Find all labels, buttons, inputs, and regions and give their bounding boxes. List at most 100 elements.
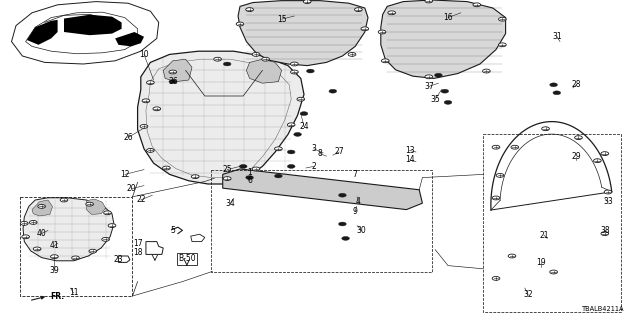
Circle shape — [214, 57, 221, 61]
Circle shape — [29, 220, 37, 224]
Text: 25: 25 — [222, 165, 232, 174]
Circle shape — [435, 73, 442, 77]
Circle shape — [492, 196, 500, 200]
Circle shape — [388, 11, 396, 15]
Text: 33: 33 — [603, 197, 613, 206]
Text: 39: 39 — [49, 266, 60, 275]
Circle shape — [541, 127, 549, 131]
Circle shape — [550, 83, 557, 87]
Circle shape — [425, 75, 433, 79]
Circle shape — [441, 89, 449, 93]
Polygon shape — [27, 20, 58, 45]
Circle shape — [287, 150, 295, 154]
Circle shape — [22, 235, 29, 239]
Circle shape — [550, 270, 557, 274]
Text: 30: 30 — [356, 226, 367, 235]
Bar — [20, 197, 132, 296]
Text: 27: 27 — [334, 148, 344, 156]
Text: 29: 29 — [571, 152, 581, 161]
Text: 38: 38 — [600, 226, 610, 235]
Text: 23: 23 — [113, 255, 124, 264]
Text: 31: 31 — [552, 32, 562, 41]
Circle shape — [239, 164, 247, 168]
Circle shape — [342, 236, 349, 240]
Text: 6: 6 — [247, 176, 252, 185]
Text: 32: 32 — [523, 290, 533, 299]
Circle shape — [108, 224, 116, 228]
Circle shape — [33, 247, 41, 251]
Circle shape — [508, 254, 516, 258]
Text: 9: 9 — [353, 207, 358, 216]
Circle shape — [425, 0, 433, 3]
Circle shape — [297, 97, 305, 101]
Text: 10: 10 — [139, 50, 149, 59]
Circle shape — [499, 43, 506, 47]
Text: FR.: FR. — [50, 292, 64, 301]
Circle shape — [140, 124, 148, 128]
Circle shape — [601, 232, 609, 236]
Polygon shape — [32, 200, 52, 216]
Circle shape — [223, 177, 231, 180]
Circle shape — [303, 0, 311, 4]
Text: 26: 26 — [123, 133, 133, 142]
Circle shape — [287, 123, 295, 127]
Circle shape — [147, 81, 154, 84]
Text: 14: 14 — [404, 156, 415, 164]
Text: 21: 21 — [540, 231, 548, 240]
Circle shape — [307, 69, 314, 73]
Polygon shape — [381, 0, 506, 78]
Circle shape — [169, 70, 177, 74]
Circle shape — [38, 204, 45, 208]
Text: 36: 36 — [168, 77, 178, 86]
Circle shape — [252, 167, 260, 171]
Polygon shape — [246, 59, 282, 83]
Circle shape — [444, 100, 452, 104]
Circle shape — [339, 193, 346, 197]
Circle shape — [378, 30, 386, 34]
Circle shape — [294, 132, 301, 136]
Polygon shape — [163, 59, 192, 82]
Bar — [211, 170, 432, 272]
Polygon shape — [23, 198, 114, 261]
Text: 5: 5 — [170, 226, 175, 235]
Circle shape — [300, 112, 308, 116]
Circle shape — [60, 198, 68, 202]
Text: 1: 1 — [247, 168, 252, 177]
Circle shape — [348, 52, 356, 56]
Circle shape — [153, 107, 161, 111]
Circle shape — [20, 221, 28, 225]
Circle shape — [492, 145, 500, 149]
Circle shape — [102, 237, 109, 241]
Text: 8: 8 — [317, 149, 323, 158]
Circle shape — [483, 69, 490, 73]
Circle shape — [51, 255, 58, 259]
Circle shape — [329, 89, 337, 93]
Text: 20: 20 — [126, 184, 136, 193]
Text: 2: 2 — [311, 162, 316, 171]
Circle shape — [339, 222, 346, 226]
Text: 41: 41 — [49, 241, 60, 250]
Text: 22: 22 — [136, 196, 145, 204]
Text: B-50: B-50 — [178, 254, 196, 263]
Circle shape — [473, 3, 481, 7]
Text: 19: 19 — [536, 258, 546, 267]
Text: 4: 4 — [356, 197, 361, 206]
Circle shape — [163, 166, 170, 170]
Text: 16: 16 — [443, 13, 453, 22]
Circle shape — [246, 8, 253, 12]
Text: 40: 40 — [36, 229, 47, 238]
Text: 11: 11 — [69, 288, 78, 297]
Text: 13: 13 — [404, 146, 415, 155]
Text: 18: 18 — [133, 248, 142, 257]
Circle shape — [496, 173, 504, 177]
Text: 12: 12 — [120, 170, 129, 179]
Circle shape — [275, 147, 282, 151]
Circle shape — [361, 27, 369, 31]
Circle shape — [104, 211, 111, 215]
Text: 24: 24 — [299, 122, 309, 131]
Text: 37: 37 — [424, 82, 434, 91]
Circle shape — [511, 145, 518, 149]
Text: 3: 3 — [311, 144, 316, 153]
Polygon shape — [64, 15, 122, 35]
Polygon shape — [238, 1, 368, 66]
